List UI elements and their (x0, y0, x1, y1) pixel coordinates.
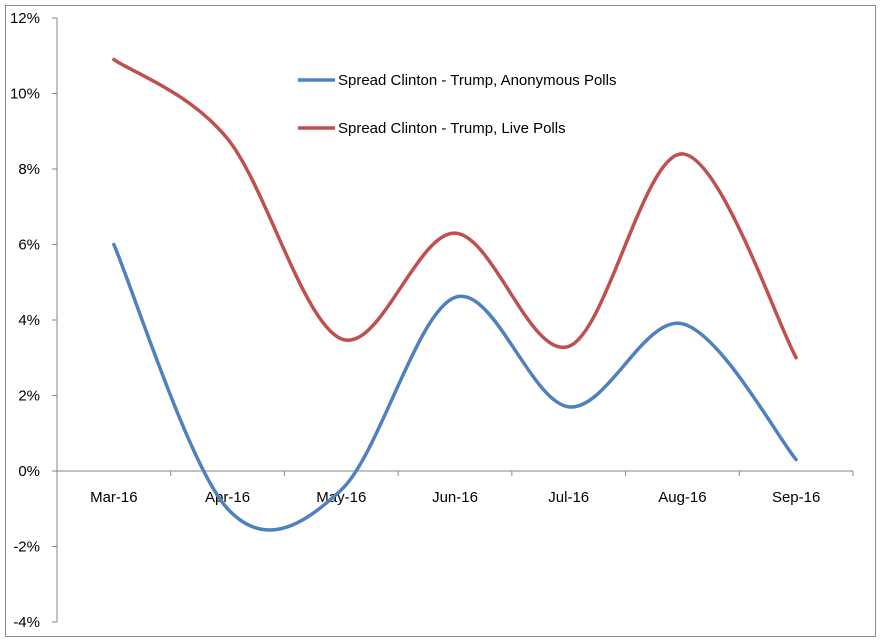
y-tick-label: 4% (18, 312, 40, 329)
legend-label: Spread Clinton - Trump, Anonymous Polls (338, 72, 616, 89)
legend-label: Spread Clinton - Trump, Live Polls (338, 120, 566, 137)
y-tick-label: 10% (10, 86, 40, 103)
x-tick-label: Sep-16 (772, 489, 820, 506)
y-tick-label: 6% (18, 237, 40, 254)
chart-frame (5, 5, 876, 637)
y-tick-label: -2% (13, 539, 40, 556)
series-line-1 (112, 57, 798, 360)
y-tick-label: 2% (18, 388, 40, 405)
x-tick-label: Mar-16 (90, 489, 138, 506)
y-tick-label: 8% (18, 161, 40, 178)
y-tick-label: -4% (13, 614, 40, 631)
x-tick-label: Aug-16 (658, 489, 706, 506)
series-line-0 (112, 242, 798, 532)
x-tick-label: Jun-16 (432, 489, 478, 506)
y-tick-label: 12% (10, 10, 40, 27)
y-tick-label: 0% (18, 463, 40, 480)
x-tick-label: Apr-16 (205, 489, 250, 506)
x-tick-label: Jul-16 (548, 489, 589, 506)
